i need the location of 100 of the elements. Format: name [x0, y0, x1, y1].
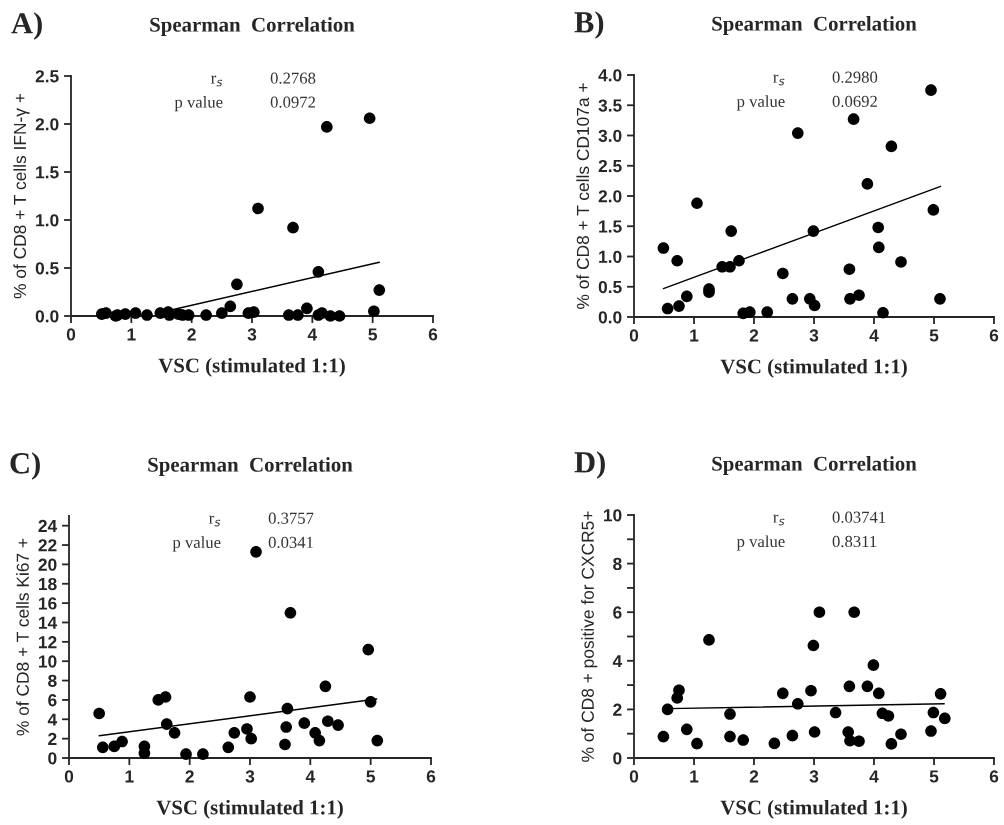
point: [301, 302, 313, 315]
y-tick-label: 2.5: [35, 70, 59, 83]
point: [371, 734, 384, 747]
annotation: 0.8311: [832, 535, 877, 548]
text: B): [574, 11, 604, 39]
annotation: 0.0341: [268, 536, 313, 549]
point: [216, 307, 228, 319]
annotation: 0.2980: [832, 71, 878, 83]
y-tick-label: 1.5: [599, 220, 622, 233]
point: [252, 202, 264, 215]
y-tick-label: 24: [38, 519, 58, 532]
point: [737, 734, 750, 746]
point: [298, 717, 311, 729]
point: [671, 254, 684, 267]
point: [761, 306, 774, 318]
annotation: 0.3757: [268, 512, 314, 524]
point: [680, 723, 693, 736]
x-axis-title: VSC (stimulated 1:1): [720, 799, 907, 819]
text: C): [10, 452, 40, 480]
x-tick-label: 0: [66, 328, 76, 341]
point: [319, 680, 332, 693]
point: [168, 727, 181, 739]
point: [292, 309, 304, 321]
y-tick-label: 0: [48, 752, 57, 765]
x-tick-label: 1: [690, 770, 699, 783]
point: [245, 732, 258, 745]
annotation: p value: [736, 535, 785, 551]
y-axis-title: % of CD8 + T cells CD107a +: [576, 83, 590, 309]
y-tick-label: 16: [38, 597, 57, 610]
text: D): [574, 451, 605, 479]
point: [322, 715, 334, 728]
x-axis-title: VSC (stimulated 1:1): [156, 799, 343, 819]
annotation: r$_{s}$: [211, 75, 223, 87]
point: [934, 293, 946, 305]
point: [332, 719, 344, 731]
point: [657, 730, 670, 743]
point: [808, 299, 821, 312]
point: [224, 300, 237, 313]
y-tick-label: 3.0: [598, 129, 622, 142]
point: [843, 680, 856, 693]
point: [250, 546, 262, 558]
point: [244, 691, 256, 703]
point: [808, 726, 821, 738]
point: [895, 256, 907, 268]
point: [925, 84, 937, 96]
annotation: 0.0692: [832, 95, 877, 108]
point: [673, 300, 685, 312]
point: [872, 221, 885, 234]
point: [241, 723, 253, 735]
point: [938, 712, 951, 725]
x-tick-label: 4: [869, 770, 879, 783]
x-tick-label: 0: [629, 329, 639, 342]
annotation: 0.0972: [270, 96, 316, 108]
point: [867, 659, 880, 671]
point: [882, 710, 895, 722]
point: [661, 703, 674, 716]
point: [222, 741, 235, 754]
point: [116, 735, 128, 748]
x-tick-label: 3: [247, 328, 257, 341]
point: [829, 706, 842, 719]
x-tick-label: 3: [245, 770, 255, 783]
point: [180, 748, 192, 760]
annotation: 0.03741: [832, 511, 886, 523]
point: [141, 309, 153, 321]
point: [363, 112, 376, 125]
x-tick-label: 5: [366, 770, 376, 783]
point: [927, 204, 940, 216]
point: [813, 606, 826, 619]
point: [287, 221, 299, 234]
y-tick-label: 20: [38, 558, 57, 571]
x-tick-label: 4: [869, 329, 879, 342]
y-tick-label: 8: [48, 674, 57, 688]
point: [362, 643, 375, 656]
point: [807, 225, 820, 237]
point: [843, 263, 856, 276]
y-axis-title: % of CD8 + T cells Ki67 +: [16, 538, 29, 736]
y-tick-label: 1.5: [36, 166, 59, 179]
x-tick-label: 5: [929, 770, 939, 783]
point: [724, 730, 736, 743]
annotation: p value: [174, 96, 223, 112]
y-tick-label: 2.0: [35, 118, 59, 131]
y-tick-label: 4: [47, 713, 58, 726]
point: [129, 307, 142, 319]
point: [861, 680, 874, 693]
point: [197, 748, 209, 760]
y-tick-label: 8: [613, 557, 622, 571]
point: [776, 687, 789, 700]
point: [925, 725, 937, 737]
y-tick-label: 2.0: [598, 190, 622, 203]
point: [853, 735, 865, 748]
point: [280, 721, 293, 733]
point: [848, 606, 861, 619]
y-tick-label: 2.5: [598, 159, 622, 173]
chart-title: Spearman Correlation: [150, 17, 355, 36]
annotation: p value: [736, 95, 785, 111]
x-tick-label: 5: [368, 328, 378, 341]
chart-title: Spearman Correlation: [712, 16, 917, 35]
point: [368, 305, 380, 318]
x-tick-label: 4: [305, 770, 316, 783]
x-tick-label: 5: [929, 329, 939, 342]
